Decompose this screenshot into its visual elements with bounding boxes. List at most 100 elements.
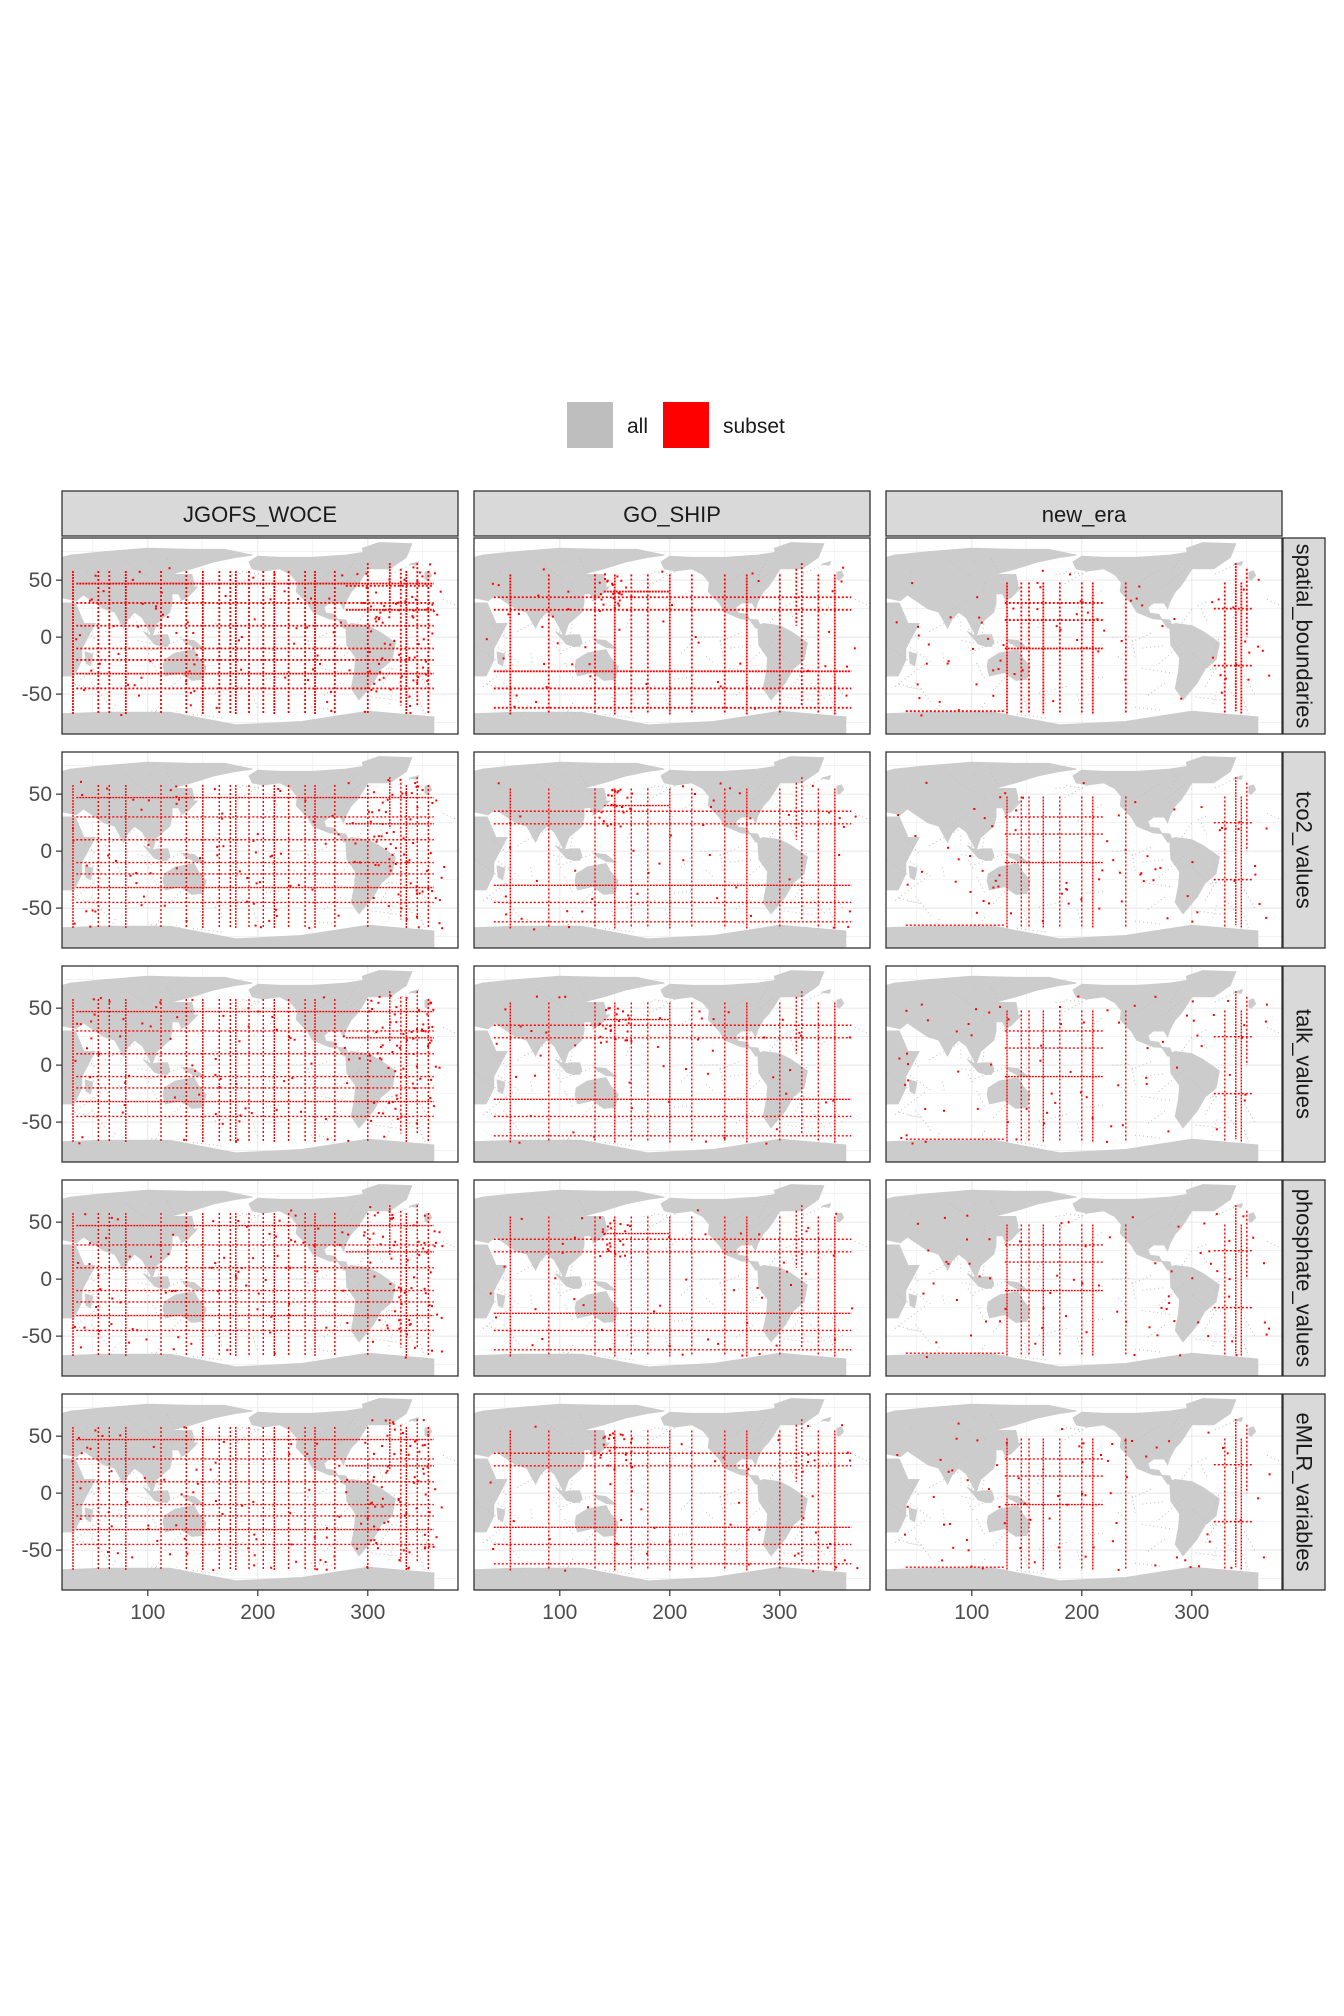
subset-point: [1191, 920, 1194, 923]
all-track: [387, 1119, 393, 1136]
all-track: [148, 1494, 182, 1508]
subset-point: [163, 1478, 166, 1481]
subset-point: [1218, 829, 1221, 832]
subset-point: [78, 1142, 81, 1145]
subset-point: [1060, 892, 1063, 895]
subset-point: [1252, 1236, 1255, 1239]
x-tick-label: 300: [350, 1601, 385, 1624]
subset-point: [392, 1422, 395, 1425]
subset-point: [941, 1559, 944, 1562]
subset-point: [616, 791, 619, 794]
all-track: [1211, 1333, 1217, 1350]
subset-point: [409, 705, 411, 707]
land: [594, 1066, 618, 1078]
subset-point: [275, 1028, 278, 1031]
subset-point: [906, 1052, 908, 1055]
subset-point: [375, 690, 378, 693]
subset-point: [710, 805, 712, 808]
subset-point: [531, 1344, 534, 1347]
land-masses: [886, 756, 1259, 948]
all-track: [990, 1200, 1005, 1224]
all-track: [503, 682, 521, 705]
land: [967, 844, 995, 861]
subset-point: [1207, 1335, 1210, 1338]
subset-point: [440, 1506, 443, 1509]
subset-point: [391, 1051, 394, 1053]
land-masses: [62, 1184, 435, 1376]
all-track: [124, 988, 150, 1007]
subset-point: [519, 815, 522, 818]
subset-point: [997, 668, 1000, 671]
subset-point: [257, 1010, 260, 1013]
all-track: [971, 986, 976, 991]
subset-point: [422, 1247, 425, 1250]
subset-point: [591, 897, 594, 900]
subset-point: [615, 1542, 618, 1545]
subset-point: [378, 678, 381, 681]
subset-point: [492, 1548, 495, 1550]
all-track: [643, 1428, 655, 1432]
row-strips: spatial_boundariestco2_valuestalk_values…: [1282, 537, 1326, 1591]
subset-point: [765, 1142, 768, 1145]
land: [1185, 542, 1237, 570]
subset-point: [704, 1233, 707, 1236]
subset-point: [647, 871, 650, 874]
subset-point: [240, 668, 243, 671]
subset-point: [685, 1278, 688, 1281]
row-strip-label: talk_values: [1292, 1009, 1317, 1119]
subset-point: [1235, 1354, 1238, 1357]
land: [143, 844, 171, 861]
subset-point: [1228, 1073, 1231, 1076]
subset-point: [757, 580, 760, 582]
subset-point: [758, 1528, 761, 1531]
subset-point: [489, 1292, 492, 1295]
all-track: [974, 1088, 985, 1107]
subset-point: [395, 1006, 398, 1009]
subset-point: [1108, 1236, 1111, 1239]
subset-point: [416, 806, 419, 809]
subset-point: [1134, 801, 1137, 804]
subset-point: [198, 1093, 201, 1096]
subset-point: [411, 1082, 414, 1085]
subset-point: [156, 1539, 159, 1542]
subset-point: [1242, 588, 1245, 591]
subset-point: [1264, 1020, 1267, 1023]
all-track: [1134, 1348, 1163, 1353]
all-track: [497, 861, 519, 877]
subset-point: [291, 1077, 294, 1080]
subset-point: [697, 641, 700, 644]
subset-point: [1154, 995, 1157, 998]
subset-point: [401, 792, 404, 795]
subset-point: [423, 1533, 426, 1536]
subset-point: [377, 835, 380, 838]
subset-point: [396, 1044, 399, 1047]
subset-point: [239, 1114, 242, 1117]
all-track: [654, 1213, 671, 1217]
subset-point: [1082, 1021, 1085, 1024]
subset-point: [608, 1007, 611, 1010]
all-track: [974, 874, 985, 893]
subset-point: [347, 782, 350, 785]
subset-point: [155, 605, 157, 608]
subset-point: [714, 1460, 717, 1463]
subset-point: [391, 1213, 394, 1216]
subset-point: [372, 1232, 375, 1235]
land: [821, 989, 832, 994]
subset-point: [787, 813, 790, 816]
y-tick-label: 50: [29, 1211, 52, 1234]
subset-point: [238, 1120, 241, 1123]
subset-point: [1161, 625, 1164, 628]
land: [1169, 1050, 1220, 1129]
subset-point: [386, 1324, 389, 1327]
subset-point: [998, 1505, 1001, 1508]
land-masses: [886, 970, 1259, 1162]
subset-point: [1175, 1556, 1178, 1559]
subset-point: [378, 662, 380, 665]
subset-point: [955, 1030, 958, 1033]
subset-point: [1060, 1222, 1063, 1225]
subset-point: [417, 676, 420, 679]
subset-point: [131, 1328, 134, 1331]
subset-point: [1041, 1326, 1044, 1329]
subset-point: [373, 1539, 376, 1542]
all-track: [1025, 640, 1028, 644]
